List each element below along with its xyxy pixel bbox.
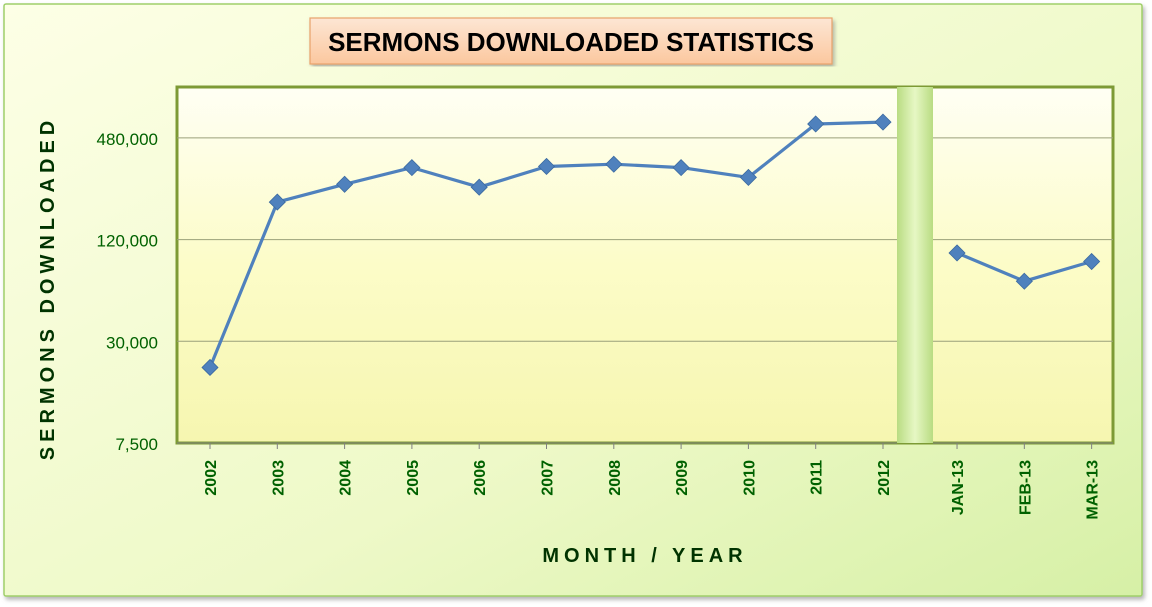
x-tick-label: 2008 bbox=[607, 460, 624, 496]
data-point bbox=[201, 358, 219, 377]
data-point bbox=[874, 113, 892, 131]
x-tick-label: JAN-13 bbox=[950, 460, 967, 515]
data-point bbox=[1083, 252, 1101, 271]
data-point bbox=[268, 193, 286, 211]
x-tick-label: 2002 bbox=[203, 460, 220, 496]
x-tick-label: 2007 bbox=[540, 460, 557, 496]
x-tick-label: 2003 bbox=[270, 460, 287, 496]
y-tick-label: 480,000 bbox=[97, 130, 158, 149]
title-box: SERMONS DOWNLOADED STATISTICS bbox=[309, 17, 833, 65]
x-axis-label: MONTH / YEAR bbox=[542, 545, 747, 567]
x-tick-label: 2004 bbox=[338, 460, 355, 496]
x-tick-label: FEB-13 bbox=[1017, 460, 1034, 515]
x-tick-label: 2005 bbox=[405, 460, 422, 496]
x-tick-label: 2012 bbox=[876, 460, 893, 496]
x-tick-label: 2006 bbox=[472, 460, 489, 496]
data-point bbox=[948, 244, 966, 262]
y-axis-label: SERMONS DOWNLOADED bbox=[37, 116, 59, 460]
y-tick-label: 7,500 bbox=[115, 435, 158, 454]
data-point bbox=[807, 115, 825, 133]
data-point bbox=[470, 178, 488, 196]
data-point bbox=[1015, 272, 1033, 290]
segment-gap bbox=[897, 87, 933, 443]
x-tick-label: 2009 bbox=[674, 460, 691, 496]
plot-area bbox=[175, 85, 1115, 445]
data-point bbox=[403, 159, 421, 177]
x-tick-label: 2011 bbox=[809, 460, 826, 495]
data-point bbox=[336, 175, 354, 193]
data-point bbox=[537, 157, 556, 176]
chart-title: SERMONS DOWNLOADED STATISTICS bbox=[328, 27, 814, 57]
x-tick-label: 2010 bbox=[741, 460, 758, 496]
data-point bbox=[605, 155, 623, 173]
x-tick-label: MAR-13 bbox=[1085, 460, 1102, 520]
y-tick-label: 30,000 bbox=[106, 333, 158, 352]
data-point bbox=[672, 159, 690, 177]
y-tick-label: 120,000 bbox=[97, 232, 158, 251]
data-point bbox=[739, 168, 757, 186]
